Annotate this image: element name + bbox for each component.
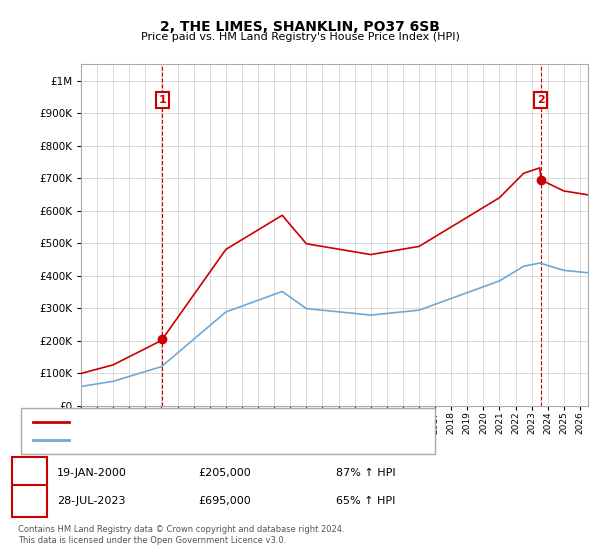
Text: 87% ↑ HPI: 87% ↑ HPI: [336, 468, 395, 478]
Text: 2: 2: [537, 95, 545, 105]
Text: 28-JUL-2023: 28-JUL-2023: [57, 496, 125, 506]
Text: 2, THE LIMES, SHANKLIN, PO37 6SB (detached house): 2, THE LIMES, SHANKLIN, PO37 6SB (detach…: [75, 417, 338, 427]
Text: Price paid vs. HM Land Registry's House Price Index (HPI): Price paid vs. HM Land Registry's House …: [140, 32, 460, 43]
Text: 2: 2: [25, 494, 34, 508]
Text: 2, THE LIMES, SHANKLIN, PO37 6SB: 2, THE LIMES, SHANKLIN, PO37 6SB: [160, 20, 440, 34]
Text: £205,000: £205,000: [198, 468, 251, 478]
Text: HPI: Average price, detached house, Isle of Wight: HPI: Average price, detached house, Isle…: [75, 435, 317, 445]
Text: Contains HM Land Registry data © Crown copyright and database right 2024.
This d: Contains HM Land Registry data © Crown c…: [18, 525, 344, 545]
Text: 19-JAN-2000: 19-JAN-2000: [57, 468, 127, 478]
Text: £695,000: £695,000: [198, 496, 251, 506]
Text: 1: 1: [158, 95, 166, 105]
Text: 65% ↑ HPI: 65% ↑ HPI: [336, 496, 395, 506]
Text: 1: 1: [25, 466, 34, 480]
